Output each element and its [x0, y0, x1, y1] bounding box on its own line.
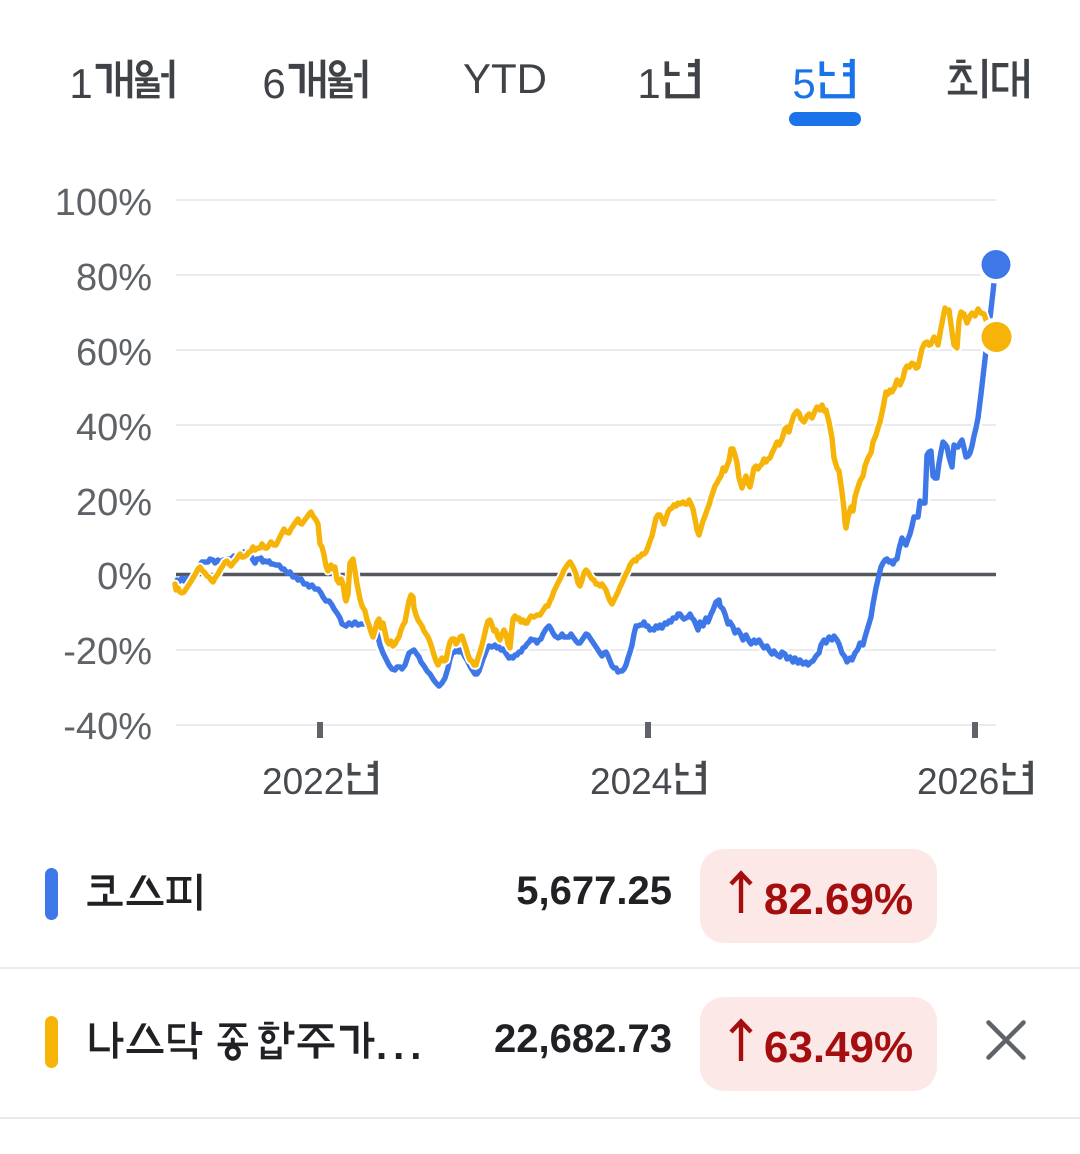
svg-text:2022: 2022 — [262, 761, 344, 800]
svg-text:2024: 2024 — [590, 761, 672, 800]
svg-text:-20%: -20% — [63, 631, 152, 673]
svg-text:-40%: -40% — [63, 706, 152, 748]
svg-text:60%: 60% — [76, 332, 152, 374]
svg-text:40%: 40% — [76, 407, 152, 449]
svg-text:2026: 2026 — [917, 761, 999, 800]
svg-text:100%: 100% — [55, 182, 152, 224]
svg-text:20%: 20% — [76, 482, 152, 524]
svg-text:0%: 0% — [97, 556, 152, 598]
svg-text:80%: 80% — [76, 257, 152, 299]
